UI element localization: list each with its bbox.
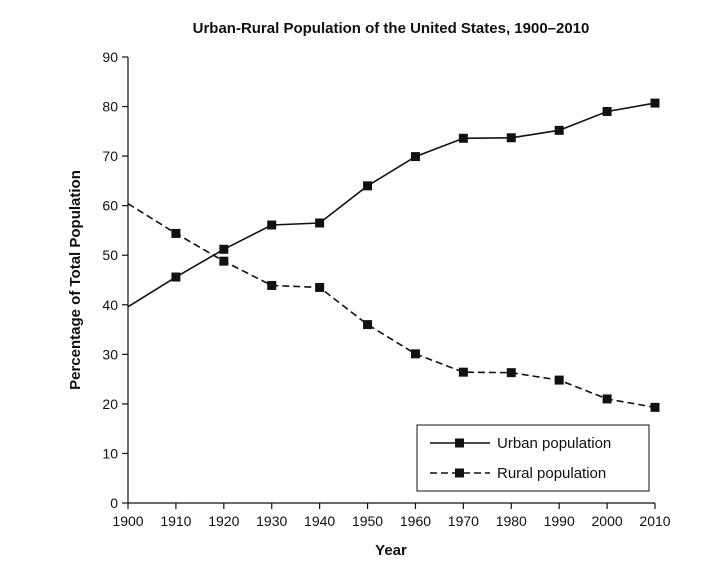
y-tick-label: 90 <box>102 49 118 65</box>
x-tick-label: 1950 <box>352 513 383 529</box>
data-point <box>410 152 420 162</box>
y-tick-label: 60 <box>102 198 118 214</box>
x-tick-label: 1900 <box>112 513 143 529</box>
y-tick-label: 70 <box>102 148 118 164</box>
y-tick-label: 20 <box>102 396 118 412</box>
axes: 0 10 20 30 40 50 60 70 80 90 1900 1910 1920 1930 1940 1… <box>102 49 670 529</box>
y-tick-label: 30 <box>102 346 118 362</box>
legend-box <box>416 424 650 492</box>
legend-rural-marker <box>455 468 464 478</box>
data-point <box>506 133 516 143</box>
legend-rural-label: Rural population <box>497 465 606 482</box>
legend: Urban population Rural population <box>416 424 650 492</box>
data-point <box>267 220 277 230</box>
data-point <box>219 244 229 254</box>
data-point <box>602 394 612 404</box>
y-tick-label: 80 <box>102 99 118 115</box>
x-axis-label: Year <box>375 542 407 559</box>
legend-urban-marker <box>455 438 464 448</box>
data-point <box>315 282 325 292</box>
series-line-urban <box>127 102 656 308</box>
plot-area <box>127 98 660 412</box>
data-point <box>458 367 468 377</box>
x-tick-label: 1970 <box>448 513 479 529</box>
data-point <box>506 368 516 378</box>
x-tick-label: 2010 <box>639 513 670 529</box>
y-tick-label: 0 <box>110 495 118 511</box>
legend-urban-label: Urban population <box>497 435 611 452</box>
data-point <box>171 272 181 282</box>
data-point <box>267 280 277 290</box>
x-tick-label: 2000 <box>592 513 623 529</box>
x-tick-label: 1930 <box>256 513 287 529</box>
data-point <box>315 218 325 228</box>
data-point <box>171 228 181 238</box>
x-tick-label: 1960 <box>400 513 431 529</box>
y-axis-label: Percentage of Total Population <box>67 170 84 390</box>
data-point <box>363 181 373 191</box>
y-tick-label: 10 <box>102 445 118 461</box>
data-point <box>219 256 229 266</box>
series-line-rural <box>127 203 656 409</box>
data-point <box>410 349 420 359</box>
data-point <box>554 125 564 135</box>
chart-title: Urban-Rural Population of the United Sta… <box>193 20 590 37</box>
x-tick-label: 1980 <box>496 513 527 529</box>
data-point <box>650 402 660 412</box>
x-tick-label: 1920 <box>208 513 239 529</box>
data-point <box>363 320 373 330</box>
y-tick-label: 50 <box>102 247 118 263</box>
x-tick-label: 1910 <box>160 513 191 529</box>
data-point <box>650 98 660 108</box>
data-point <box>458 133 468 143</box>
x-tick-label: 1940 <box>304 513 335 529</box>
x-tick-label: 1990 <box>544 513 575 529</box>
y-tick-label: 40 <box>102 297 118 313</box>
data-point <box>554 375 564 385</box>
data-point <box>602 107 612 117</box>
